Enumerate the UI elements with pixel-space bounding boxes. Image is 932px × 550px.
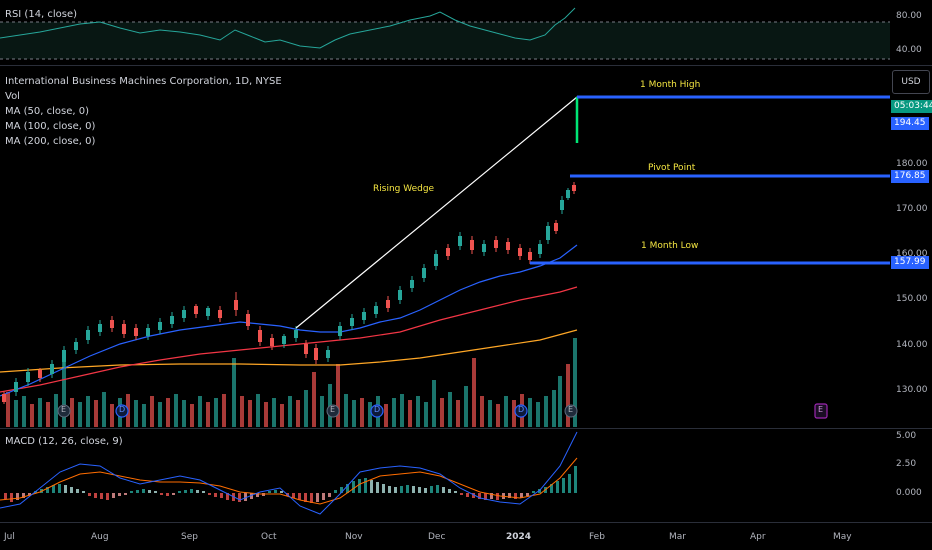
dividend-letter-nov: D [374, 405, 381, 414]
dividend-letter-jan: D [518, 405, 525, 414]
dividend-marker-aug[interactable] [115, 404, 129, 418]
price-tick-180: 180.00 [896, 159, 928, 169]
macd-tick-2.5: 2.50 [896, 459, 917, 469]
rsi-tick-40: 40.00 [896, 45, 922, 55]
currency-button[interactable]: USD [892, 70, 930, 94]
rising-wedge-line [295, 96, 578, 329]
earnings-marker-oct[interactable] [326, 404, 340, 418]
ma200-line [0, 329, 578, 373]
annotation-month-high[interactable]: 1 Month High [640, 80, 701, 90]
volume-bars [6, 338, 577, 427]
x-label-dec: Dec [428, 532, 446, 542]
price-tick-150: 150.00 [896, 294, 928, 304]
price-tick-160: 160.00 [896, 249, 928, 259]
macd-tick-5: 5.00 [896, 431, 917, 441]
ma100-line [0, 286, 578, 393]
chart-graphics[interactable] [0, 0, 890, 522]
macd-pane[interactable] [0, 429, 890, 522]
rsi-line [0, 7, 576, 49]
time-axis-separator [0, 522, 932, 523]
x-label-nov: Nov [345, 532, 363, 542]
x-label-feb: Feb [589, 532, 605, 542]
annotation-pivot[interactable]: Pivot Point [648, 163, 696, 173]
x-label-oct: Oct [261, 532, 277, 542]
pane-separator-top[interactable] [0, 65, 932, 66]
dividend-letter-aug: D [119, 405, 126, 414]
earnings-letter-jan: E [568, 405, 574, 414]
price-tag-high: 194.45 [891, 117, 929, 130]
macd-title[interactable]: MACD (12, 26, close, 9) [5, 436, 123, 447]
price-tag-pivot: 176.85 [891, 170, 929, 183]
indicator-ma100[interactable]: MA (100, close, 0) [5, 121, 96, 132]
macd-histogram [4, 466, 577, 503]
earnings-marker-future[interactable] [814, 403, 828, 419]
earnings-letter-jul: E [61, 405, 67, 414]
pane-separator-bottom[interactable] [0, 428, 932, 429]
earnings-letter-oct: E [330, 405, 336, 414]
x-label-jul: Jul [4, 532, 15, 542]
x-label-2024: 2024 [506, 532, 532, 542]
macd-line [0, 431, 578, 515]
indicator-ma200[interactable]: MA (200, close, 0) [5, 136, 96, 147]
symbol-title[interactable]: International Business Machines Corporat… [5, 76, 282, 87]
price-tag-timer: 05:03:44 [891, 100, 932, 113]
annotation-month-low[interactable]: 1 Month Low [641, 241, 699, 251]
rsi-tick-80: 80.00 [896, 11, 922, 21]
rsi-title[interactable]: RSI (14, close) [5, 9, 78, 20]
indicator-vol[interactable]: Vol [5, 91, 20, 102]
x-label-may: May [833, 532, 852, 542]
x-label-sep: Sep [181, 532, 198, 542]
price-tick-140: 140.00 [896, 340, 928, 350]
x-label-mar: Mar [669, 532, 686, 542]
price-tick-130: 130.00 [896, 385, 928, 395]
rsi-band [0, 22, 890, 59]
annotation-rising-wedge[interactable]: Rising Wedge [373, 184, 435, 194]
x-label-apr: Apr [750, 532, 766, 542]
earnings-marker-jan[interactable] [564, 404, 578, 418]
price-tick-170: 170.00 [896, 204, 928, 214]
price-pane[interactable] [0, 66, 890, 428]
indicator-ma50[interactable]: MA (50, close, 0) [5, 106, 90, 117]
dividend-marker-nov[interactable] [370, 404, 384, 418]
price-tag-low: 157.99 [891, 256, 929, 269]
macd-tick-0: 0.000 [896, 488, 922, 498]
ma50-line [0, 244, 578, 397]
candlesticks [2, 182, 576, 404]
x-label-aug: Aug [91, 532, 109, 542]
earnings-letter-future: E [818, 405, 824, 414]
dividend-marker-jan[interactable] [514, 404, 528, 418]
earnings-marker-jul[interactable] [57, 404, 71, 418]
